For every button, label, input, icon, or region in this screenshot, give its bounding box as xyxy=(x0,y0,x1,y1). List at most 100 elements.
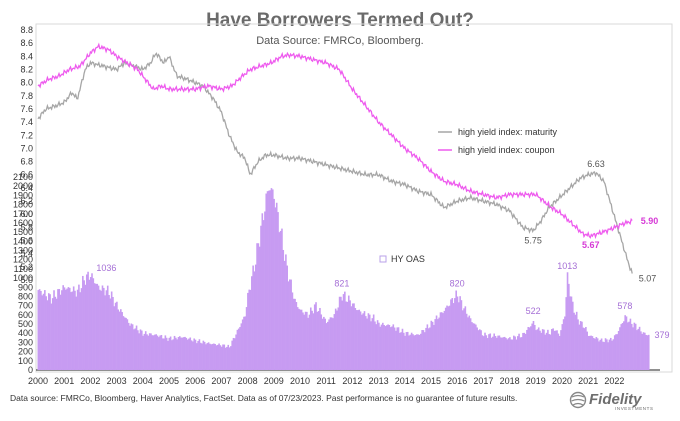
oas-bar xyxy=(498,335,501,370)
oas-bar xyxy=(95,283,97,370)
oas-bar xyxy=(152,335,155,370)
oas-bar xyxy=(92,278,95,370)
oas-bar xyxy=(248,289,251,370)
x-axis-tick-label: 2005 xyxy=(159,376,179,386)
legend-swatch-oas xyxy=(379,255,387,263)
data-label: 522 xyxy=(526,306,541,316)
left-axis-tick-label: 8.4 xyxy=(20,51,33,61)
oas-bar xyxy=(205,344,207,370)
oas-bar xyxy=(430,320,433,370)
oas-bar xyxy=(295,302,298,370)
oas-bar xyxy=(155,334,157,370)
oas-bar xyxy=(363,311,366,370)
oas-bar xyxy=(129,325,131,370)
right-axis-tick-label: 1600 xyxy=(13,218,33,228)
oas-bar xyxy=(320,314,323,370)
oas-bar xyxy=(245,307,248,370)
oas-bar xyxy=(241,319,244,370)
oas-bar xyxy=(642,332,645,370)
oas-bar xyxy=(478,329,481,370)
oas-bar xyxy=(193,338,195,370)
oas-bar xyxy=(570,296,573,370)
oas-bar xyxy=(613,335,616,370)
oas-bar xyxy=(383,325,385,370)
oas-bar xyxy=(544,334,547,370)
left-axis-tick-label: 8.2 xyxy=(20,64,33,74)
oas-bar xyxy=(564,316,566,370)
oas-bar xyxy=(399,332,401,370)
oas-bar xyxy=(586,331,588,370)
svg-text:INVESTMENTS: INVESTMENTS xyxy=(615,406,654,411)
oas-bar xyxy=(385,325,388,370)
coupon-line xyxy=(37,42,633,240)
left-axis-tick-label: 8.0 xyxy=(20,78,33,88)
oas-bar xyxy=(45,296,47,370)
oas-bar xyxy=(644,332,646,370)
oas-bar xyxy=(628,321,630,370)
oas-bar xyxy=(61,290,63,370)
oas-bar xyxy=(118,311,121,370)
oas-bar xyxy=(488,334,490,370)
oas-bar xyxy=(423,332,426,370)
left-axis-tick-label: 7.0 xyxy=(20,143,33,153)
oas-bar xyxy=(302,312,304,370)
oas-bar xyxy=(296,307,299,370)
oas-bar xyxy=(307,317,309,370)
oas-bar xyxy=(327,321,329,370)
oas-bar xyxy=(292,298,295,370)
oas-bar xyxy=(304,311,307,370)
left-axis-tick-label: 5.0 xyxy=(20,275,33,285)
oas-bar xyxy=(393,327,396,370)
oas-bar xyxy=(274,207,277,370)
oas-bar xyxy=(422,330,425,370)
oas-bar xyxy=(184,336,186,370)
oas-bar xyxy=(637,328,640,370)
oas-bar xyxy=(164,335,167,370)
right-axis-tick-label: 1900 xyxy=(13,190,33,200)
oas-bar xyxy=(578,324,581,370)
oas-bar xyxy=(450,299,452,370)
oas-bar xyxy=(251,276,253,370)
oas-bar xyxy=(161,338,164,370)
oas-bar xyxy=(420,333,422,370)
oas-bar xyxy=(607,342,609,370)
oas-bar xyxy=(619,327,621,370)
oas-bar xyxy=(456,296,459,370)
oas-bar xyxy=(110,291,113,370)
oas-bar xyxy=(623,321,625,370)
oas-bar xyxy=(258,246,261,370)
oas-bar xyxy=(144,331,147,370)
oas-bar xyxy=(371,318,374,370)
oas-bar xyxy=(528,327,531,370)
chart-subtitle: Data Source: FMRCo, Bloomberg. xyxy=(256,35,424,47)
oas-bar xyxy=(211,343,214,370)
footnote: Data source: FMRCo, Bloomberg, Haver Ana… xyxy=(10,393,518,403)
oas-bar xyxy=(354,307,357,370)
oas-bar xyxy=(219,345,222,370)
oas-bar xyxy=(283,260,286,370)
annotations: 6.63 5.75 5.07 5.67 5.90 1036 821 820 522 1013 578… xyxy=(96,159,669,340)
oas-bar xyxy=(506,339,509,370)
oas-bar xyxy=(256,243,258,370)
oas-bar xyxy=(608,339,611,370)
oas-bar xyxy=(459,296,461,370)
oas-bar xyxy=(254,264,257,370)
oas-bar xyxy=(268,190,270,370)
oas-bar xyxy=(368,314,371,370)
oas-bar xyxy=(328,319,330,370)
oas-bar xyxy=(181,337,184,370)
oas-bar xyxy=(146,334,148,370)
oas-bar xyxy=(511,339,514,370)
oas-bar xyxy=(565,297,568,370)
oas-bar xyxy=(545,332,548,370)
oas-bar xyxy=(189,337,192,370)
oas-bar xyxy=(387,324,389,370)
oas-bar xyxy=(515,339,518,370)
oas-bar xyxy=(451,298,454,370)
oas-bar xyxy=(587,335,590,370)
oas-bar xyxy=(452,303,455,370)
oas-bar xyxy=(133,329,135,370)
x-axis-tick-label: 2009 xyxy=(264,376,284,386)
